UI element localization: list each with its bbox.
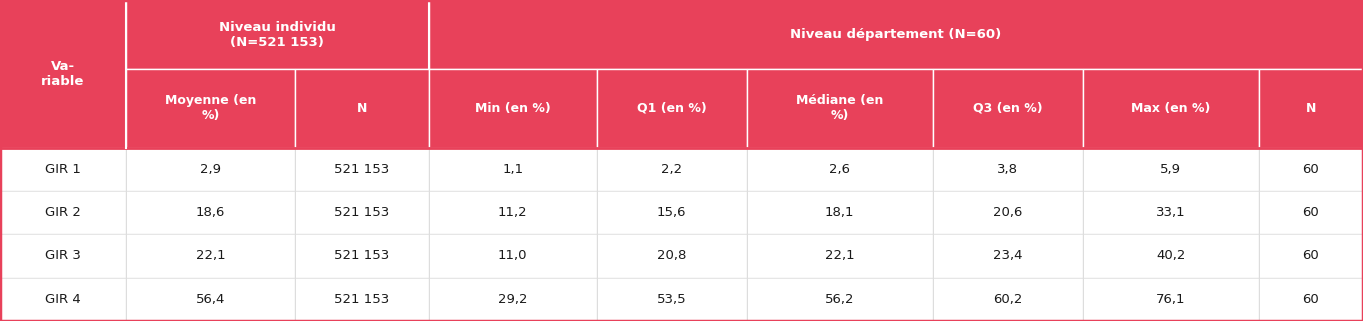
Bar bbox=[932, 191, 1082, 234]
Bar bbox=[747, 69, 932, 148]
Bar bbox=[932, 234, 1082, 278]
Bar bbox=[428, 0, 1363, 69]
Bar bbox=[125, 191, 296, 234]
Text: 2,2: 2,2 bbox=[661, 163, 683, 176]
Text: 56,2: 56,2 bbox=[825, 293, 855, 306]
Text: 1,1: 1,1 bbox=[502, 163, 523, 176]
Bar bbox=[597, 191, 747, 234]
Text: 2,6: 2,6 bbox=[829, 163, 851, 176]
Text: 60: 60 bbox=[1303, 249, 1319, 263]
Bar bbox=[428, 191, 597, 234]
Text: 76,1: 76,1 bbox=[1156, 293, 1186, 306]
Bar bbox=[0, 278, 125, 321]
Bar bbox=[125, 69, 296, 148]
Bar bbox=[932, 69, 1082, 148]
Text: Médiane (en
%): Médiane (en %) bbox=[796, 94, 883, 122]
Bar bbox=[296, 148, 428, 191]
Text: 22,1: 22,1 bbox=[196, 249, 225, 263]
Bar bbox=[0, 148, 125, 191]
Bar bbox=[296, 69, 428, 148]
Text: 60: 60 bbox=[1303, 293, 1319, 306]
Text: 18,6: 18,6 bbox=[196, 206, 225, 219]
Text: 11,0: 11,0 bbox=[497, 249, 527, 263]
Text: 15,6: 15,6 bbox=[657, 206, 687, 219]
Text: 3,8: 3,8 bbox=[998, 163, 1018, 176]
Text: N: N bbox=[357, 102, 367, 115]
Bar bbox=[597, 278, 747, 321]
Text: Va-
riable: Va- riable bbox=[41, 60, 85, 88]
Bar bbox=[597, 69, 747, 148]
Bar bbox=[1082, 234, 1258, 278]
Text: 33,1: 33,1 bbox=[1156, 206, 1186, 219]
Bar bbox=[747, 148, 932, 191]
Bar bbox=[932, 278, 1082, 321]
Text: 521 153: 521 153 bbox=[334, 293, 390, 306]
Bar bbox=[747, 191, 932, 234]
Text: GIR 4: GIR 4 bbox=[45, 293, 80, 306]
Text: 60: 60 bbox=[1303, 163, 1319, 176]
Bar bbox=[1082, 191, 1258, 234]
Bar bbox=[1258, 234, 1363, 278]
Text: 5,9: 5,9 bbox=[1160, 163, 1182, 176]
Text: 53,5: 53,5 bbox=[657, 293, 687, 306]
Text: 521 153: 521 153 bbox=[334, 163, 390, 176]
Bar bbox=[932, 148, 1082, 191]
Bar bbox=[125, 278, 296, 321]
Bar bbox=[296, 191, 428, 234]
Bar bbox=[428, 234, 597, 278]
Bar bbox=[296, 278, 428, 321]
Text: 56,4: 56,4 bbox=[196, 293, 225, 306]
Bar bbox=[1258, 278, 1363, 321]
Bar bbox=[1082, 278, 1258, 321]
Bar bbox=[125, 148, 296, 191]
Text: 521 153: 521 153 bbox=[334, 249, 390, 263]
Bar bbox=[428, 69, 597, 148]
Text: 18,1: 18,1 bbox=[825, 206, 855, 219]
Bar bbox=[1082, 69, 1258, 148]
Text: 29,2: 29,2 bbox=[497, 293, 527, 306]
Bar bbox=[428, 148, 597, 191]
Bar bbox=[1082, 148, 1258, 191]
Bar bbox=[597, 234, 747, 278]
Text: GIR 1: GIR 1 bbox=[45, 163, 80, 176]
Text: Q3 (en %): Q3 (en %) bbox=[973, 102, 1043, 115]
Bar bbox=[747, 234, 932, 278]
Text: Niveau individu
(N=521 153): Niveau individu (N=521 153) bbox=[218, 21, 335, 48]
Text: Min (en %): Min (en %) bbox=[474, 102, 551, 115]
Text: 23,4: 23,4 bbox=[994, 249, 1022, 263]
Bar bbox=[0, 191, 125, 234]
Bar bbox=[428, 278, 597, 321]
Text: 20,8: 20,8 bbox=[657, 249, 687, 263]
Text: 11,2: 11,2 bbox=[497, 206, 527, 219]
Text: GIR 2: GIR 2 bbox=[45, 206, 80, 219]
Bar bbox=[125, 0, 428, 69]
Text: 60,2: 60,2 bbox=[994, 293, 1022, 306]
Bar bbox=[296, 234, 428, 278]
Text: 40,2: 40,2 bbox=[1156, 249, 1186, 263]
Text: 60: 60 bbox=[1303, 206, 1319, 219]
Bar bbox=[125, 234, 296, 278]
Bar bbox=[0, 0, 125, 148]
Text: 22,1: 22,1 bbox=[825, 249, 855, 263]
Text: 20,6: 20,6 bbox=[994, 206, 1022, 219]
Text: Niveau département (N=60): Niveau département (N=60) bbox=[791, 28, 1002, 41]
Bar bbox=[1258, 191, 1363, 234]
Text: Max (en %): Max (en %) bbox=[1131, 102, 1210, 115]
Text: GIR 3: GIR 3 bbox=[45, 249, 80, 263]
Bar bbox=[1258, 148, 1363, 191]
Text: Q1 (en %): Q1 (en %) bbox=[637, 102, 706, 115]
Bar bbox=[1258, 69, 1363, 148]
Text: N: N bbox=[1306, 102, 1315, 115]
Bar bbox=[597, 148, 747, 191]
Text: 521 153: 521 153 bbox=[334, 206, 390, 219]
Bar bbox=[0, 234, 125, 278]
Bar bbox=[747, 278, 932, 321]
Text: 2,9: 2,9 bbox=[200, 163, 221, 176]
Text: Moyenne (en
%): Moyenne (en %) bbox=[165, 94, 256, 122]
